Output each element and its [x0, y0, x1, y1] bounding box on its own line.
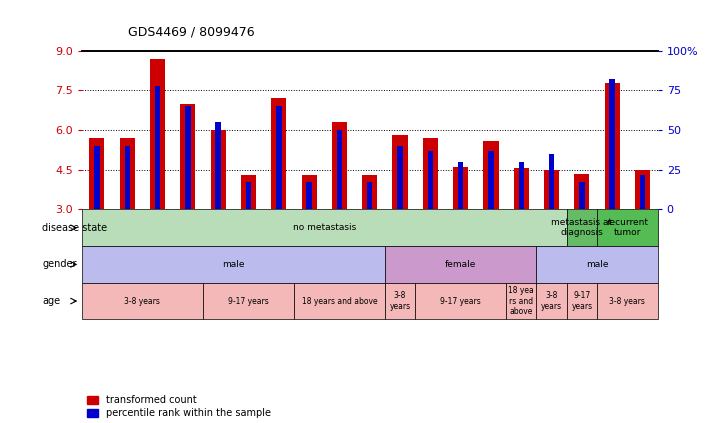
Bar	[82, 246, 385, 283]
Text: male: male	[586, 260, 609, 269]
Bar	[609, 80, 615, 209]
Bar	[119, 138, 135, 209]
Bar	[458, 162, 464, 209]
Bar	[544, 170, 559, 209]
Bar	[271, 99, 287, 209]
Bar	[392, 135, 407, 209]
Text: 3-8
years: 3-8 years	[390, 291, 410, 311]
Text: 3-8 years: 3-8 years	[124, 297, 160, 305]
Bar	[518, 162, 524, 209]
Bar	[332, 122, 347, 209]
Bar	[453, 167, 469, 209]
Text: no metastasis: no metastasis	[293, 223, 356, 232]
Bar	[155, 86, 160, 209]
Bar	[294, 283, 385, 319]
Bar	[397, 146, 402, 209]
Bar	[423, 138, 438, 209]
Bar	[427, 151, 433, 209]
Bar	[203, 283, 294, 319]
Bar	[367, 182, 373, 209]
Bar	[150, 59, 165, 209]
Bar	[362, 175, 378, 209]
Bar	[536, 283, 567, 319]
Bar	[246, 182, 251, 209]
Bar	[241, 175, 256, 209]
Bar	[181, 104, 196, 209]
Bar	[579, 182, 584, 209]
Bar	[597, 283, 658, 319]
Text: female: female	[445, 260, 476, 269]
Text: 9-17 years: 9-17 years	[440, 297, 481, 305]
Bar	[185, 106, 191, 209]
Bar	[604, 82, 620, 209]
Bar	[385, 283, 415, 319]
Bar	[210, 130, 226, 209]
Text: metastasis at
diagnosis: metastasis at diagnosis	[551, 218, 612, 237]
Bar	[94, 146, 100, 209]
Bar	[488, 151, 493, 209]
Text: gender: gender	[43, 259, 77, 269]
Text: male: male	[222, 260, 245, 269]
Bar	[276, 106, 282, 209]
Bar	[82, 209, 567, 246]
Text: recurrent
tumor: recurrent tumor	[606, 218, 648, 237]
Bar	[506, 283, 536, 319]
Text: age: age	[43, 296, 60, 306]
Text: 9-17 years: 9-17 years	[228, 297, 269, 305]
Bar	[574, 174, 589, 209]
Legend: transformed count, percentile rank within the sample: transformed count, percentile rank withi…	[87, 395, 271, 418]
Bar	[549, 154, 555, 209]
Text: 18 years and above: 18 years and above	[301, 297, 378, 305]
Text: 3-8 years: 3-8 years	[609, 297, 646, 305]
Bar	[597, 209, 658, 246]
Text: 3-8
years: 3-8 years	[541, 291, 562, 311]
Bar	[483, 141, 498, 209]
Text: 18 yea
rs and
above: 18 yea rs and above	[508, 286, 534, 316]
Bar	[567, 209, 597, 246]
Text: disease state: disease state	[43, 223, 107, 233]
Bar	[385, 246, 536, 283]
Text: GDS4469 / 8099476: GDS4469 / 8099476	[128, 25, 255, 38]
Bar	[415, 283, 506, 319]
Bar	[301, 175, 316, 209]
Bar	[640, 175, 646, 209]
Bar	[306, 182, 312, 209]
Bar	[337, 130, 342, 209]
Bar	[536, 246, 658, 283]
Bar	[215, 122, 221, 209]
Bar	[513, 168, 529, 209]
Bar	[82, 283, 203, 319]
Bar	[124, 146, 130, 209]
Bar	[90, 138, 105, 209]
Bar	[567, 283, 597, 319]
Text: 9-17
years: 9-17 years	[572, 291, 592, 311]
Bar	[635, 170, 650, 209]
